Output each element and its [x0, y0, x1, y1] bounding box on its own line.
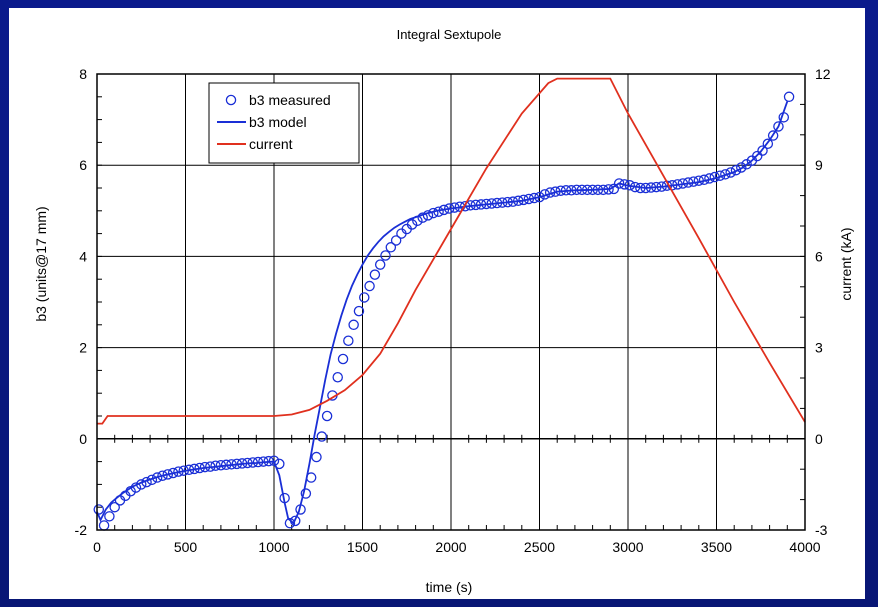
- x-tick-labels: 0 500 1000 1500 2000 2500 3000 3500 4000: [93, 539, 821, 555]
- chart: Integral Sextupole 0 500 1000 1500 2000 2500 3…: [33, 27, 854, 595]
- b3-measured-point: [284, 517, 296, 529]
- y2-tick-label: 3: [815, 340, 823, 356]
- b3-measured-point: [725, 167, 736, 178]
- x-tick-label: 3500: [701, 539, 732, 555]
- y-tick-label: 4: [79, 248, 87, 264]
- x-tick-label: 4000: [789, 539, 820, 555]
- b3-measured-point: [783, 91, 795, 103]
- b3-measured-point: [369, 269, 381, 280]
- b3-measured-point: [343, 335, 354, 347]
- legend-label: b3 measured: [249, 92, 331, 108]
- y2-axis-label: current (kA): [838, 227, 854, 300]
- b3-measured-point: [162, 469, 174, 480]
- b3-measured-point: [417, 212, 428, 223]
- b3-measured-point: [348, 319, 359, 331]
- y-tick-labels: -2 0 2 4 6 8: [75, 66, 88, 538]
- x-tick-label: 0: [93, 539, 101, 555]
- chart-panel: Integral Sextupole 0 500 1000 1500 2000 2500 3…: [9, 8, 865, 599]
- x-tick-label: 1500: [347, 539, 378, 555]
- b3-measured-point: [321, 410, 333, 422]
- b3-measured-point: [390, 235, 402, 246]
- b3-measured-point: [364, 280, 375, 292]
- b3-measured-point: [380, 250, 391, 261]
- b3-measured-point: [534, 191, 545, 203]
- series-layer: [93, 77, 806, 531]
- series-current-line: [97, 77, 806, 425]
- legend: b3 measured b3 model current: [208, 82, 360, 164]
- b3-measured-point: [736, 162, 747, 173]
- y-tick-label: 2: [79, 340, 87, 356]
- x-tick-label: 500: [174, 539, 198, 555]
- b3-measured-point: [374, 259, 386, 270]
- b3-measured-point: [311, 451, 322, 463]
- grid-lines: [96, 73, 806, 531]
- y-tick-label: -2: [75, 522, 88, 538]
- b3-measured-point: [762, 138, 774, 150]
- y-tick-label: 6: [79, 157, 87, 173]
- y2-tick-label: 12: [815, 66, 831, 82]
- b3-measured-point: [268, 455, 280, 466]
- b3-measured-point: [104, 511, 115, 522]
- x-tick-label: 3000: [612, 539, 643, 555]
- y-tick-label: 0: [79, 431, 87, 447]
- b3-measured-point: [316, 431, 328, 442]
- chart-title: Integral Sextupole: [397, 27, 502, 42]
- y2-tick-label: 0: [815, 431, 823, 447]
- b3-measured-point: [613, 178, 625, 189]
- legend-marker: [225, 94, 237, 106]
- b3-measured-point: [157, 470, 168, 481]
- b3-measured-point: [337, 353, 349, 365]
- b3-measured-point: [730, 164, 742, 176]
- b3-measured-point: [353, 305, 365, 317]
- b3-measured-point: [757, 145, 768, 156]
- b3-measured-point: [741, 159, 752, 170]
- x-tick-label: 2000: [435, 539, 466, 555]
- b3-measured-point: [406, 219, 418, 230]
- y2-tick-label: 6: [815, 248, 823, 264]
- series-b3-model-line: [96, 101, 789, 525]
- y2-tick-label: 9: [815, 157, 823, 173]
- plot-frame: [96, 73, 806, 531]
- x-axis-label: time (s): [426, 579, 473, 595]
- legend-label: b3 model: [249, 114, 307, 130]
- y2-tick-label: -3: [815, 522, 828, 538]
- y2-tick-labels: -3 0 3 6 9 12: [815, 66, 831, 538]
- b3-measured-point: [109, 501, 120, 513]
- x-tick-label: 1000: [258, 539, 289, 555]
- b3-measured-point: [300, 488, 312, 499]
- b3-measured-point: [93, 504, 105, 515]
- b3-measured-point: [751, 150, 763, 162]
- y-axis-label: b3 (units@17 mm): [33, 206, 49, 321]
- b3-measured-point: [359, 292, 370, 303]
- b3-measured-point: [332, 371, 343, 383]
- b3-measured-point: [767, 130, 779, 141]
- tick-marks: [96, 73, 806, 531]
- y-tick-label: 8: [79, 66, 87, 82]
- b3-measured-point: [151, 472, 163, 483]
- x-tick-label: 2500: [524, 539, 555, 555]
- series-b3-measured: [93, 91, 795, 531]
- b3-measured-point: [773, 121, 784, 132]
- legend-label: current: [249, 136, 293, 152]
- b3-measured-point: [385, 242, 397, 253]
- b3-measured-point: [98, 520, 110, 531]
